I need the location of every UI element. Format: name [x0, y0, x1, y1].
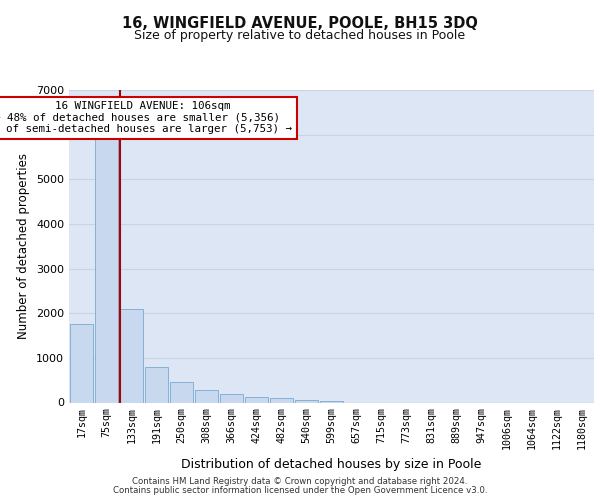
Text: 16 WINGFIELD AVENUE: 106sqm
← 48% of detached houses are smaller (5,356)
52% of : 16 WINGFIELD AVENUE: 106sqm ← 48% of det…: [0, 101, 293, 134]
Bar: [170, 382, 193, 402]
Y-axis label: Number of detached properties: Number of detached properties: [17, 153, 31, 339]
Bar: [195, 390, 218, 402]
Bar: [70, 324, 93, 402]
Bar: [220, 394, 243, 402]
Bar: [320, 401, 343, 402]
Text: 16, WINGFIELD AVENUE, POOLE, BH15 3DQ: 16, WINGFIELD AVENUE, POOLE, BH15 3DQ: [122, 16, 478, 32]
Bar: [295, 400, 318, 402]
Bar: [145, 367, 168, 402]
Bar: [270, 398, 293, 402]
Bar: [95, 139, 118, 402]
Text: Contains public sector information licensed under the Open Government Licence v3: Contains public sector information licen…: [113, 486, 487, 495]
X-axis label: Distribution of detached houses by size in Poole: Distribution of detached houses by size …: [181, 458, 482, 470]
Bar: [120, 308, 143, 402]
Bar: [245, 396, 268, 402]
Text: Contains HM Land Registry data © Crown copyright and database right 2024.: Contains HM Land Registry data © Crown c…: [132, 478, 468, 486]
Text: Size of property relative to detached houses in Poole: Size of property relative to detached ho…: [134, 29, 466, 42]
